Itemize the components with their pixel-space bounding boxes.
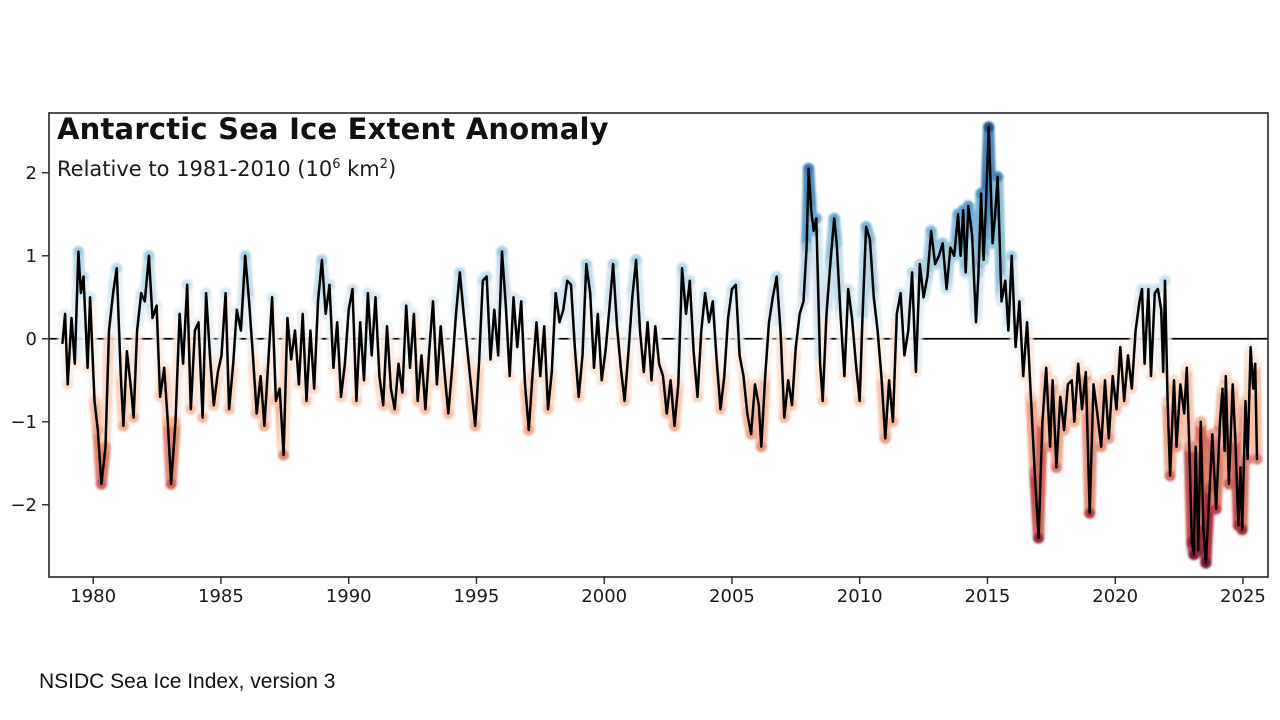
- x-tick-label: 2005: [709, 586, 755, 607]
- subtitle-unit: km: [340, 157, 380, 181]
- axes: 1980 1985 1990 1995 2000 2005 2010 2015 2020 2025…: [10, 163, 1265, 607]
- x-tick-label: 2015: [965, 586, 1011, 607]
- anomaly-glow: [57, 121, 1263, 569]
- x-tick-label: 2000: [581, 586, 627, 607]
- x-tick-label: 2010: [837, 586, 883, 607]
- x-tick-label: 1980: [70, 586, 116, 607]
- subtitle-close-paren: ): [388, 157, 397, 181]
- chart-title: Antarctic Sea Ice Extent Anomaly: [57, 112, 609, 146]
- x-tick-label: 1985: [198, 586, 244, 607]
- source-caption: NSIDC Sea Ice Index, version 3: [39, 670, 336, 693]
- x-tick-label: 2020: [1092, 586, 1138, 607]
- plot-border: [48, 112, 1269, 578]
- anomaly-line: [61, 125, 1259, 565]
- y-tick-label: −1: [10, 412, 37, 433]
- x-tick-label: 1995: [454, 586, 500, 607]
- x-tick-label: 2025: [1220, 586, 1266, 607]
- y-tick-label: 1: [26, 246, 37, 267]
- subtitle-text: Relative to 1981-2010 (10: [57, 157, 333, 181]
- subtitle-superscript-squared: 2: [379, 157, 389, 172]
- y-tick-label: 2: [26, 163, 37, 184]
- y-tick-label: 0: [26, 329, 37, 350]
- x-tick-label: 1990: [326, 586, 372, 607]
- chart-subtitle: Relative to 1981-2010 (106 km2): [57, 157, 396, 181]
- subtitle-superscript-exponent: 6: [332, 157, 341, 172]
- y-tick-label: −2: [10, 495, 37, 516]
